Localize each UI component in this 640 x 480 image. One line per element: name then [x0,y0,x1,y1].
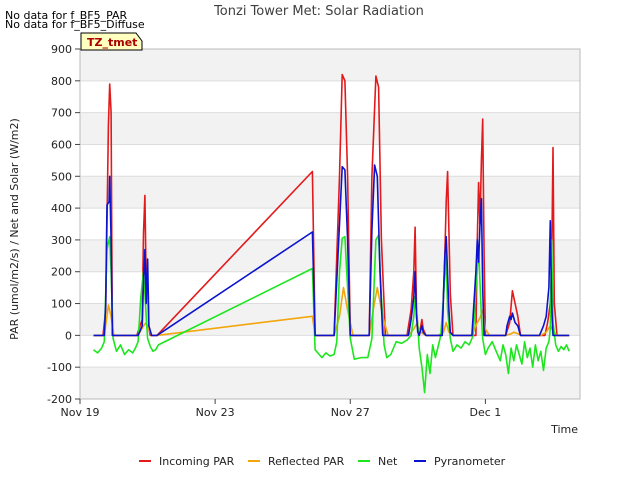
y-tick-label: 500 [51,170,72,183]
y-tick-label: -200 [47,393,72,406]
site-tag-label: TZ_tmet [87,36,137,49]
y-tick-label: 400 [51,202,72,215]
y-tick-label: 100 [51,298,72,311]
no-data-note-1: No data for f_BF5_PAR [5,9,128,22]
y-tick-label: 900 [51,43,72,56]
legend-label-pyranometer: Pyranometer [434,455,506,468]
background-band [80,112,580,145]
site-tag: TZ_tmet [80,32,143,51]
y-tick-label: -100 [47,361,72,374]
y-tick-label: 600 [51,138,72,151]
x-axis-label: Time [550,423,578,436]
y-tick-label: 800 [51,75,72,88]
y-axis-ticks: -200 -100 0 100 200 300 400 500 600 700 800 900 [47,43,80,406]
y-tick-label: 200 [51,266,72,279]
background-bands [80,49,580,399]
no-data-note-2: No data for f_BF5_Diffuse [5,18,145,31]
y-axis-label: PAR (umol/m2/s) / Net and Solar (W/m2) [8,118,21,340]
x-tick-label: Dec 1 [470,406,502,419]
series-layer [93,73,570,394]
legend: Incoming PAR Reflected PAR Net Pyranometer [139,455,506,468]
legend-label-net: Net [378,455,398,468]
background-band [80,176,580,209]
y-tick-label: 700 [51,107,72,120]
plot-area [79,48,581,400]
background-band [80,303,580,336]
x-tick-label: Nov 27 [331,406,370,419]
x-tick-label: Nov 19 [61,406,100,419]
x-axis-ticks: Nov 19 Nov 23 Nov 27 Dec 1 [61,399,502,419]
background-band [80,239,580,272]
series-line-net [93,234,570,394]
x-tick-label: Nov 23 [196,406,235,419]
chart-title: Tonzi Tower Met: Solar Radiation [213,4,424,19]
series-line-pyranometer [93,164,570,337]
legend-label-incoming-par: Incoming PAR [159,455,235,468]
background-band [80,49,580,81]
legend-label-reflected-par: Reflected PAR [268,455,345,468]
gridlines [80,48,580,400]
y-tick-label: 0 [65,329,72,342]
background-band [80,367,580,399]
y-tick-label: 300 [51,234,72,247]
